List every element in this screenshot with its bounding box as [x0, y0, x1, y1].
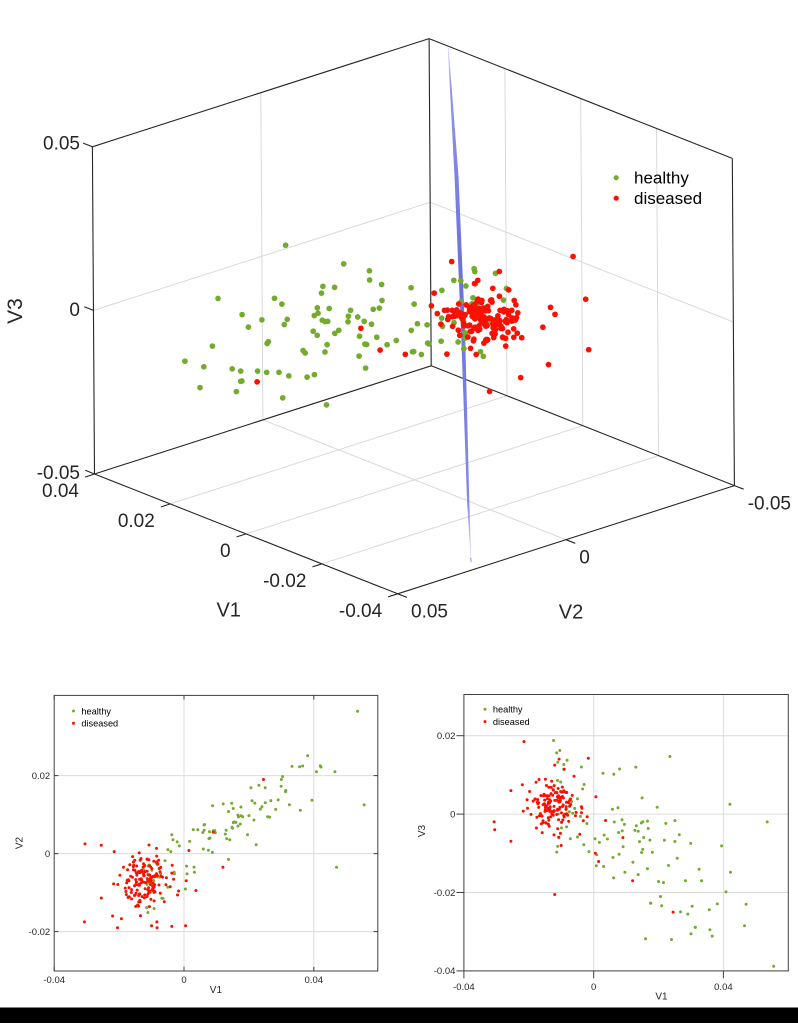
- svg-text:0: 0: [45, 849, 50, 860]
- svg-text:0: 0: [579, 548, 590, 569]
- svg-text:V2: V2: [559, 602, 583, 624]
- svg-text:0: 0: [450, 809, 455, 820]
- svg-text:0: 0: [181, 975, 186, 986]
- svg-text:0.05: 0.05: [43, 134, 80, 155]
- svg-text:-0.04: -0.04: [339, 601, 383, 622]
- svg-text:-0.05: -0.05: [37, 463, 80, 484]
- svg-text:0: 0: [220, 541, 231, 562]
- svg-text:0.02: 0.02: [118, 511, 155, 532]
- svg-text:-0.04: -0.04: [43, 975, 65, 986]
- svg-text:healthy: healthy: [81, 706, 111, 716]
- svg-text:diseased: diseased: [634, 189, 702, 208]
- svg-text:healthy: healthy: [634, 169, 689, 188]
- svg-text:V1: V1: [210, 985, 223, 996]
- svg-text:diseased: diseased: [81, 719, 118, 729]
- svg-text:-0.02: -0.02: [29, 927, 51, 938]
- svg-text:-0.04: -0.04: [453, 982, 475, 993]
- svg-text:0: 0: [69, 300, 80, 321]
- svg-text:0.05: 0.05: [411, 602, 448, 623]
- svg-text:-0.02: -0.02: [263, 571, 306, 592]
- svg-text:-0.05: -0.05: [748, 494, 791, 515]
- svg-text:V3: V3: [4, 298, 27, 324]
- svg-text:V2: V2: [15, 836, 26, 849]
- svg-text:0.04: 0.04: [42, 481, 79, 502]
- svg-text:0.02: 0.02: [32, 771, 51, 782]
- svg-text:healthy: healthy: [493, 705, 523, 715]
- svg-text:0: 0: [591, 982, 596, 993]
- svg-text:0.04: 0.04: [714, 982, 733, 993]
- svg-text:diseased: diseased: [493, 717, 530, 727]
- svg-text:-0.04: -0.04: [434, 966, 456, 977]
- svg-text:V3: V3: [417, 824, 428, 837]
- svg-text:0.02: 0.02: [437, 731, 456, 742]
- svg-text:-0.02: -0.02: [434, 888, 456, 899]
- svg-text:0.04: 0.04: [305, 975, 324, 986]
- svg-text:V1: V1: [655, 992, 668, 1003]
- svg-text:V1: V1: [216, 600, 240, 622]
